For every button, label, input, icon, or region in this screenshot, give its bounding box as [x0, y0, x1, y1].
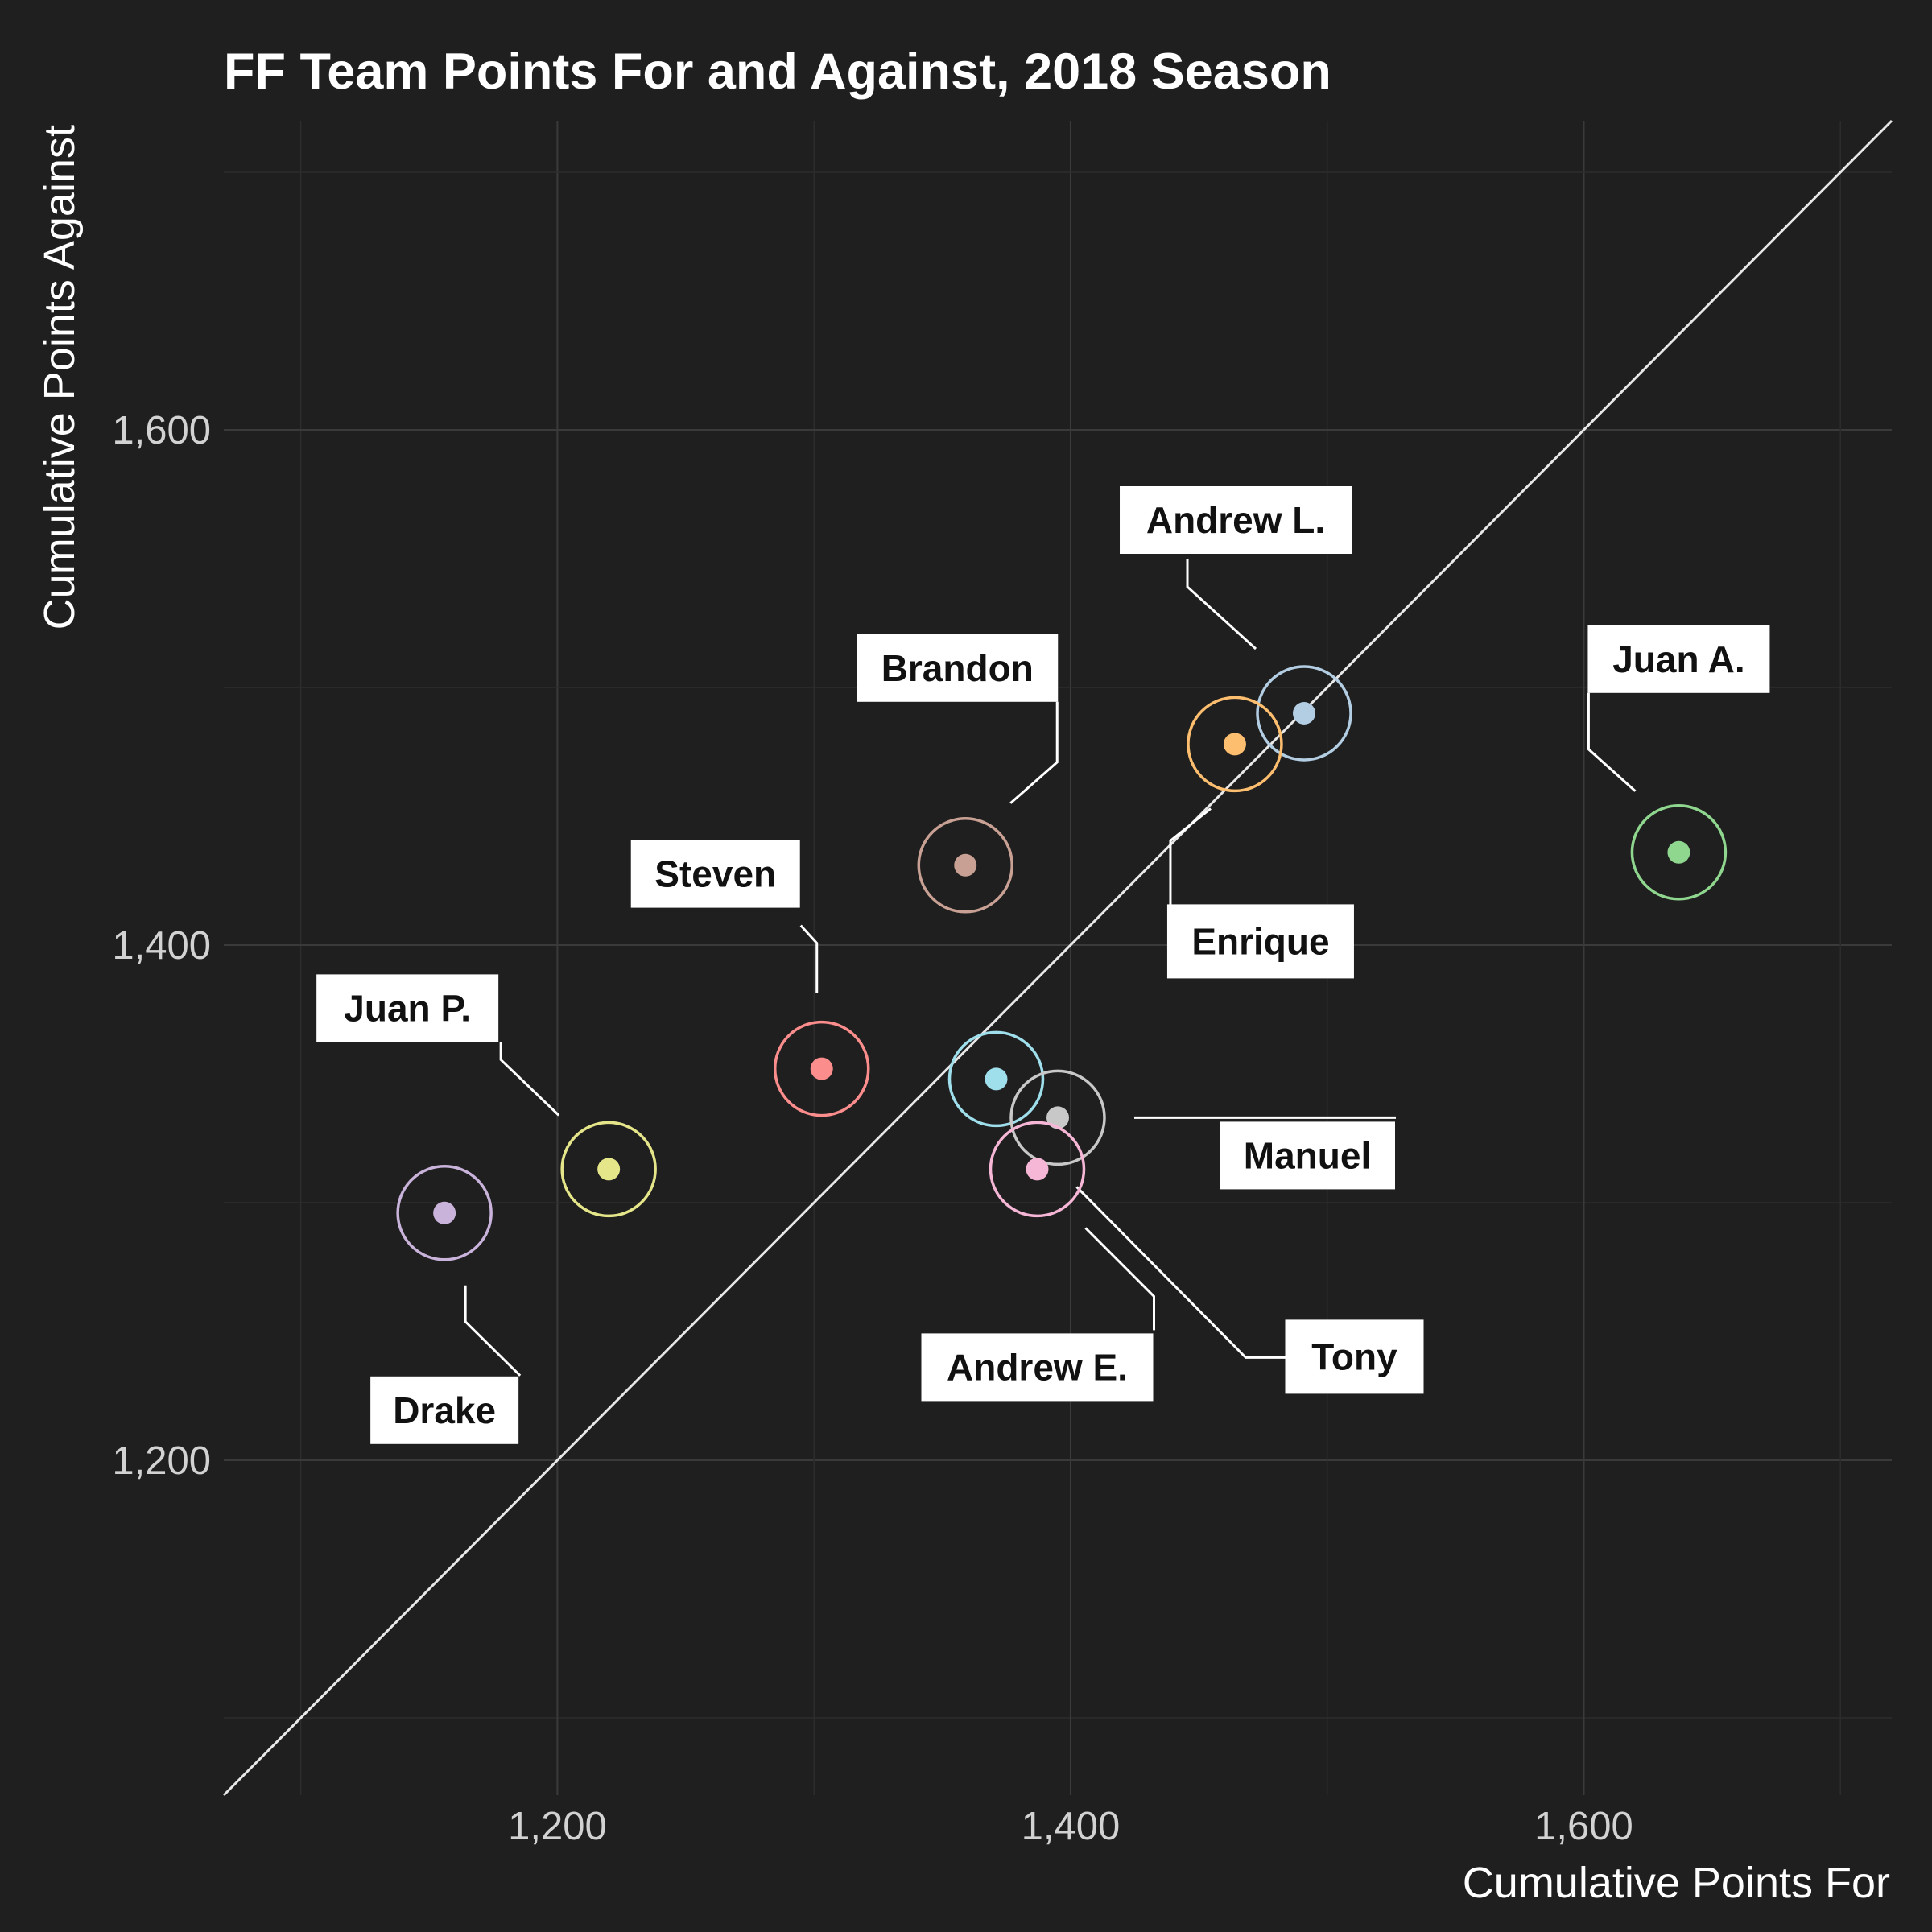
data-point — [1026, 1158, 1049, 1181]
leader-line — [464, 1285, 522, 1377]
point-label-text: Enrique — [1191, 920, 1329, 962]
point-labels: Andrew L. Enrique Brandon Juan A. Steven Juan… — [316, 486, 1770, 1444]
point-label: Juan A. — [1587, 625, 1770, 693]
point-ring — [1630, 804, 1728, 901]
tick-labels: 1,200 1,400 1,600 1,200 1,400 1,600 — [112, 409, 1633, 1848]
leader-line — [1169, 807, 1212, 906]
point-label: Andrew E. — [921, 1333, 1154, 1402]
point-label-box — [316, 974, 499, 1042]
point-label-box — [1285, 1319, 1424, 1394]
point-ring — [773, 1020, 870, 1117]
data-point — [1223, 733, 1246, 756]
grid — [224, 121, 1892, 1795]
chart-title: FF Team Points For and Against, 2018 Sea… — [224, 43, 1331, 100]
y-tick-label: 1,600 — [112, 409, 211, 452]
point-label-text: Juan P. — [344, 987, 471, 1029]
point-label: Enrique — [1166, 904, 1354, 979]
y-tick-label: 1,200 — [112, 1439, 211, 1483]
point-ring — [947, 1030, 1045, 1128]
point-label-text: Andrew L. — [1146, 499, 1325, 541]
point-label-box — [1120, 486, 1352, 554]
point-label-text: Andrew E. — [947, 1346, 1128, 1388]
point-ring — [396, 1165, 493, 1261]
point-label-box — [370, 1376, 519, 1444]
point-label-text: Manuel — [1244, 1134, 1371, 1176]
point-ring — [1009, 1069, 1106, 1166]
y-axis-title: Cumulative Points Against — [35, 125, 84, 630]
point-label: Tony — [1285, 1319, 1424, 1394]
leader-line — [1084, 1227, 1155, 1331]
x-tick-label: 1,200 — [508, 1805, 607, 1848]
point-ring — [1256, 665, 1352, 762]
reference-line — [222, 119, 1893, 1797]
data-point — [433, 1201, 456, 1224]
x-tick-label: 1,400 — [1022, 1805, 1121, 1848]
data-point — [1046, 1106, 1069, 1129]
data-point — [1293, 702, 1316, 724]
point-label: Andrew L. — [1120, 486, 1352, 554]
point-label-box — [630, 840, 800, 908]
leader-line — [799, 924, 819, 993]
point-ring — [917, 817, 1013, 914]
leader-line — [1587, 692, 1637, 792]
x-tick-label: 1,600 — [1534, 1805, 1633, 1848]
data-point — [810, 1057, 833, 1080]
point-label-box — [1220, 1121, 1395, 1190]
point-label: Steven — [630, 840, 800, 908]
point-label-text: Tony — [1311, 1335, 1397, 1377]
point-label-box — [1587, 625, 1770, 693]
point-label-text: Juan A. — [1612, 638, 1744, 680]
point-label: Manuel — [1220, 1121, 1395, 1190]
point-ring — [1187, 696, 1283, 793]
point-ring — [989, 1121, 1086, 1218]
data-point — [954, 853, 977, 877]
leader-line — [1186, 559, 1257, 650]
data-point — [985, 1067, 1008, 1091]
point-label: Juan P. — [316, 974, 499, 1042]
point-ring — [560, 1121, 657, 1218]
point-label: Brandon — [857, 634, 1059, 702]
reference-line-layer — [222, 119, 1893, 1797]
points — [396, 665, 1728, 1261]
point-label-box — [857, 634, 1059, 702]
leader-line — [499, 1042, 560, 1117]
point-label-text: Drake — [393, 1389, 496, 1431]
point-label-text: Brandon — [881, 647, 1034, 689]
point-label-text: Steven — [654, 853, 776, 895]
point-label: Drake — [370, 1376, 519, 1444]
x-axis-title: Cumulative Points For — [1463, 1859, 1890, 1907]
data-point — [597, 1158, 621, 1181]
leader-line — [1009, 701, 1059, 804]
point-label-box — [921, 1333, 1154, 1402]
data-point — [1667, 840, 1690, 864]
y-tick-label: 1,400 — [112, 924, 211, 968]
point-label-box — [1166, 904, 1354, 979]
